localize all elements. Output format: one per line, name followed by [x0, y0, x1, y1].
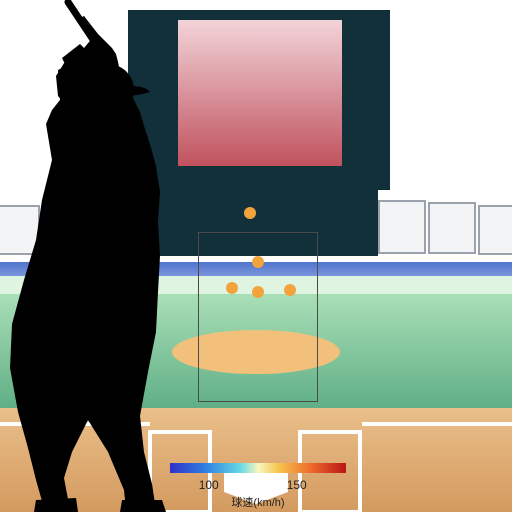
- velocity-legend: 100 150 球速(km/h): [170, 460, 346, 510]
- velocity-axis-label: 球速(km/h): [170, 494, 346, 510]
- velocity-ticks: 100 150: [170, 478, 346, 492]
- velocity-colorbar: [170, 463, 346, 473]
- batter-silhouette: [0, 0, 512, 512]
- velocity-tick: 100: [199, 478, 219, 492]
- pitch-chart-root: 100 150 球速(km/h): [0, 0, 512, 512]
- velocity-tick: 150: [287, 478, 307, 492]
